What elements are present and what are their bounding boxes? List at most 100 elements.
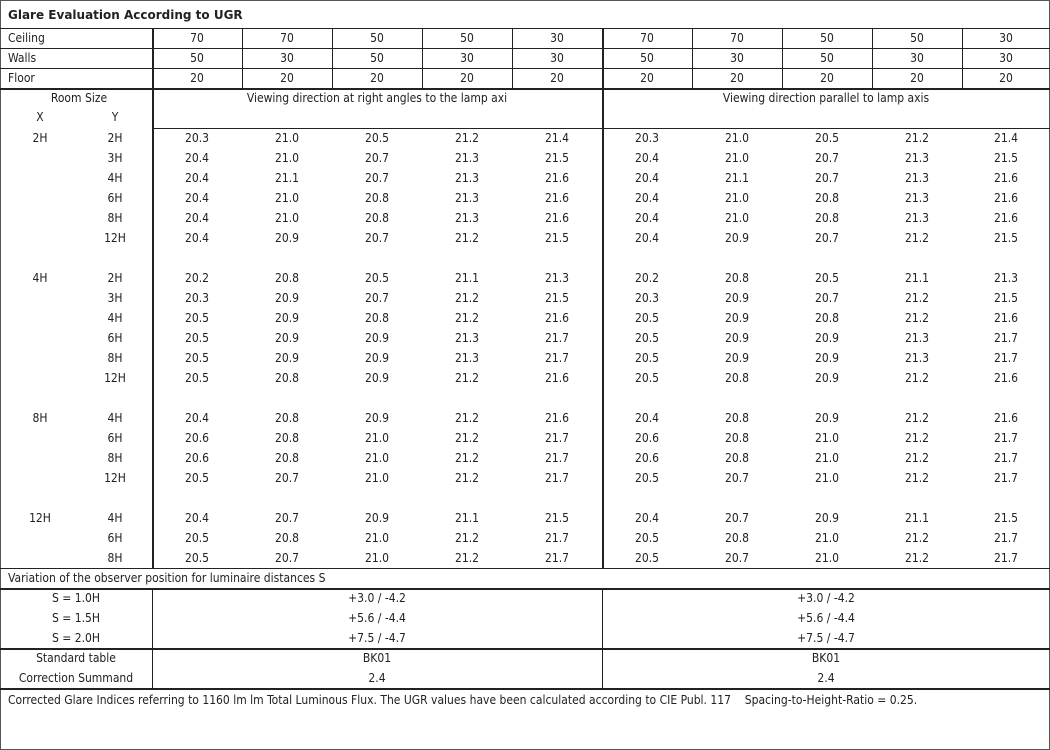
ugr-value: 20.8: [364, 211, 390, 225]
ugr-value: 21.3: [454, 351, 480, 365]
ugr-value: 21.7: [993, 531, 1019, 545]
ugr-value: 20.9: [274, 331, 300, 345]
ugr-value: 20.9: [724, 231, 750, 245]
ugr-value: 20.8: [274, 411, 300, 425]
ugr-value: 21.7: [993, 451, 1019, 465]
ugr-value: 20.5: [634, 471, 660, 485]
ugr-value: 21.2: [904, 311, 930, 325]
standard-table-label: Standard table: [36, 651, 116, 665]
ugr-value: 21.6: [993, 211, 1019, 225]
reflectance-value: 20: [370, 71, 384, 85]
ugr-value: 21.0: [814, 531, 840, 545]
ugr-value: 21.3: [904, 191, 930, 205]
ugr-value: 20.8: [814, 191, 840, 205]
ugr-value: 20.9: [274, 311, 300, 325]
reflectance-value: 30: [280, 51, 294, 65]
ugr-value: 20.6: [634, 431, 660, 445]
ugr-value: 21.2: [904, 531, 930, 545]
ugr-value: 21.0: [814, 551, 840, 565]
ugr-value: 21.3: [454, 191, 480, 205]
room-y: 2H: [107, 131, 123, 145]
divider: [0, 68, 1050, 69]
ugr-value: 20.5: [814, 131, 840, 145]
reflectance-value: 70: [640, 31, 654, 45]
divider: [692, 28, 693, 88]
ugr-value: 20.9: [724, 331, 750, 345]
divider: [602, 588, 603, 688]
ugr-value: 20.5: [184, 471, 210, 485]
ugr-value: 20.7: [274, 471, 300, 485]
variation-parallel: +5.6 / -4.4: [797, 611, 855, 625]
reflectance-value: 30: [999, 51, 1013, 65]
room-y: 6H: [107, 191, 123, 205]
divider: [962, 28, 963, 88]
room-x: 8H: [32, 411, 48, 425]
variation-label: S = 2.0H: [51, 631, 101, 645]
ugr-value: 20.8: [814, 311, 840, 325]
variation-right-angles: +5.6 / -4.4: [348, 611, 406, 625]
ugr-value: 20.9: [274, 231, 300, 245]
ugr-value: 21.2: [454, 371, 480, 385]
reflectance-value: 20: [730, 71, 744, 85]
ugr-value: 20.4: [634, 511, 660, 525]
divider: [0, 28, 1050, 29]
reflectance-value: 50: [370, 51, 384, 65]
divider: [872, 28, 873, 88]
divider: [422, 28, 423, 88]
ugr-value: 20.9: [364, 511, 390, 525]
ugr-value: 21.3: [904, 211, 930, 225]
ugr-value: 20.8: [724, 451, 750, 465]
ugr-value: 21.1: [724, 171, 750, 185]
divider: [602, 88, 604, 568]
ugr-value: 21.7: [993, 431, 1019, 445]
ugr-value: 21.2: [454, 411, 480, 425]
variation-title: Variation of the observer position for l…: [8, 571, 326, 585]
ugr-value: 20.4: [634, 231, 660, 245]
ugr-value: 20.3: [634, 131, 660, 145]
ugr-value: 21.7: [544, 471, 570, 485]
ugr-value: 20.9: [274, 351, 300, 365]
ugr-value: 20.7: [814, 291, 840, 305]
ugr-value: 21.6: [544, 371, 570, 385]
divider: [782, 28, 783, 88]
ugr-value: 21.0: [814, 471, 840, 485]
ugr-value: 21.3: [993, 271, 1019, 285]
ugr-value: 21.2: [454, 131, 480, 145]
divider: [0, 88, 1050, 90]
room-y: 8H: [107, 551, 123, 565]
room-y: 8H: [107, 451, 123, 465]
variation-parallel: +3.0 / -4.2: [797, 591, 855, 605]
ugr-value: 20.5: [634, 371, 660, 385]
ugr-value: 21.1: [904, 271, 930, 285]
divider: [602, 28, 604, 88]
room-y: 4H: [107, 511, 123, 525]
ugr-value: 21.6: [544, 191, 570, 205]
ugr-value: 20.7: [724, 551, 750, 565]
ugr-value: 21.0: [364, 551, 390, 565]
ugr-value: 21.2: [904, 451, 930, 465]
reflectance-value: 20: [190, 71, 204, 85]
room-y: 4H: [107, 171, 123, 185]
ugr-value: 20.8: [724, 271, 750, 285]
correction-summand-parallel: 2.4: [817, 671, 835, 685]
ugr-value: 21.0: [364, 471, 390, 485]
reflectance-value: 50: [820, 51, 834, 65]
room-y: 6H: [107, 431, 123, 445]
ugr-value: 21.5: [993, 291, 1019, 305]
ugr-value: 21.7: [993, 331, 1019, 345]
ugr-value: 20.9: [724, 351, 750, 365]
correction-summand-right-angles: 2.4: [368, 671, 386, 685]
room-y: 3H: [107, 291, 123, 305]
ugr-value: 21.7: [544, 431, 570, 445]
ugr-value: 21.2: [454, 431, 480, 445]
reflectance-value: 50: [370, 31, 384, 45]
divider: [152, 28, 154, 88]
ugr-value: 21.3: [454, 171, 480, 185]
divider: [332, 28, 333, 88]
ugr-value: 21.0: [364, 451, 390, 465]
ugr-value: 20.5: [364, 271, 390, 285]
reflectance-value: 50: [910, 31, 924, 45]
ugr-value: 20.5: [184, 351, 210, 365]
ugr-value: 21.6: [993, 371, 1019, 385]
ugr-value: 20.8: [274, 451, 300, 465]
